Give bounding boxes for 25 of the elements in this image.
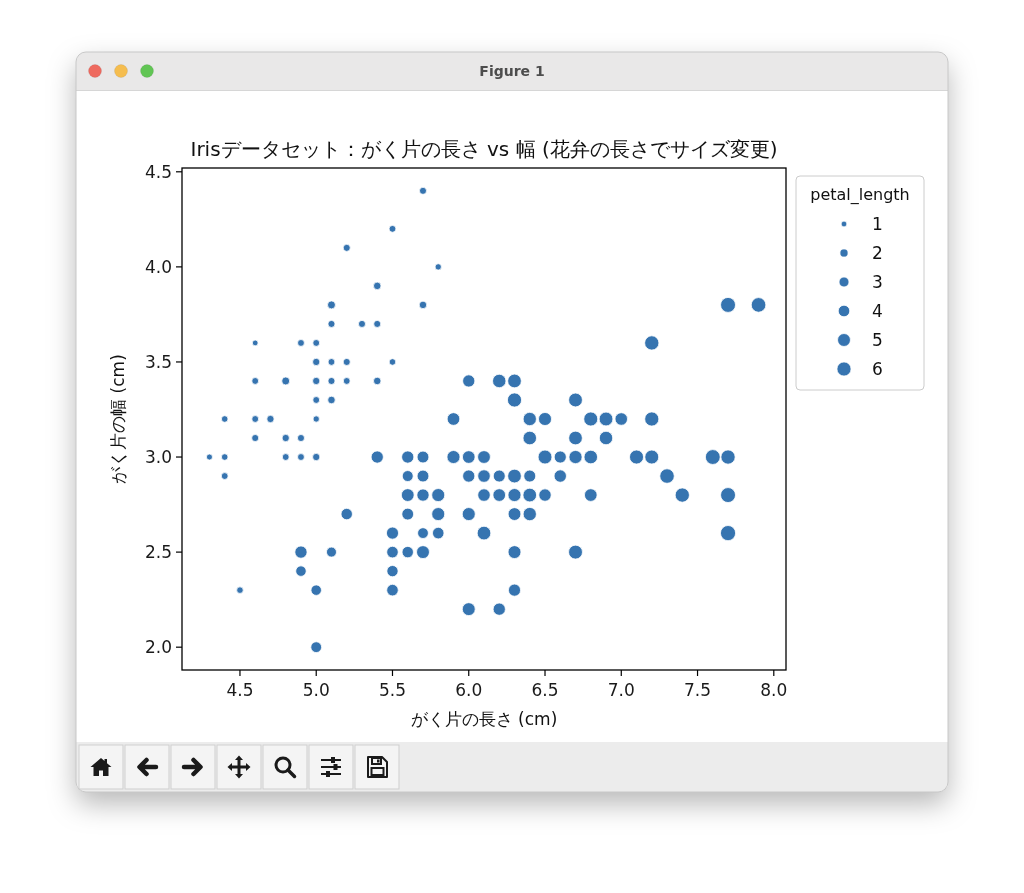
legend-label: 1 (872, 214, 883, 234)
legend-title: petal_length (810, 185, 910, 204)
y-tick-label: 2.0 (144, 637, 172, 658)
x-tick-label: 7.0 (607, 680, 635, 700)
x-tick-label: 7.5 (684, 680, 712, 700)
y-tick-label: 2.5 (144, 542, 172, 563)
y-label: がく片の幅 (cm) (108, 354, 128, 484)
x-tick-label: 5.5 (378, 680, 406, 700)
legend-label: 3 (872, 272, 883, 292)
y-tick-label: 3.5 (144, 351, 172, 372)
y-tick-label: 3.0 (144, 447, 172, 468)
legend-label: 5 (872, 330, 883, 350)
x-tick-label: 5.0 (302, 680, 330, 700)
x-label: がく片の長さ (cm) (410, 709, 558, 729)
x-tick-label: 6.5 (531, 680, 559, 700)
window-title: Figure 1 (479, 63, 545, 79)
x-tick-label: 8.0 (760, 680, 788, 700)
y-tick-label: 4.0 (144, 256, 172, 277)
legend-label: 2 (872, 243, 883, 263)
y-tick-label: 4.5 (144, 161, 172, 182)
legend-label: 4 (872, 301, 883, 321)
legend-label: 6 (872, 359, 883, 379)
x-tick-label: 6.0 (455, 680, 483, 700)
x-tick-label: 4.5 (226, 680, 254, 700)
title: Irisデータセット：がく片の長さ vs 幅 (花弁の長さでサイズ変更) (190, 137, 778, 161)
